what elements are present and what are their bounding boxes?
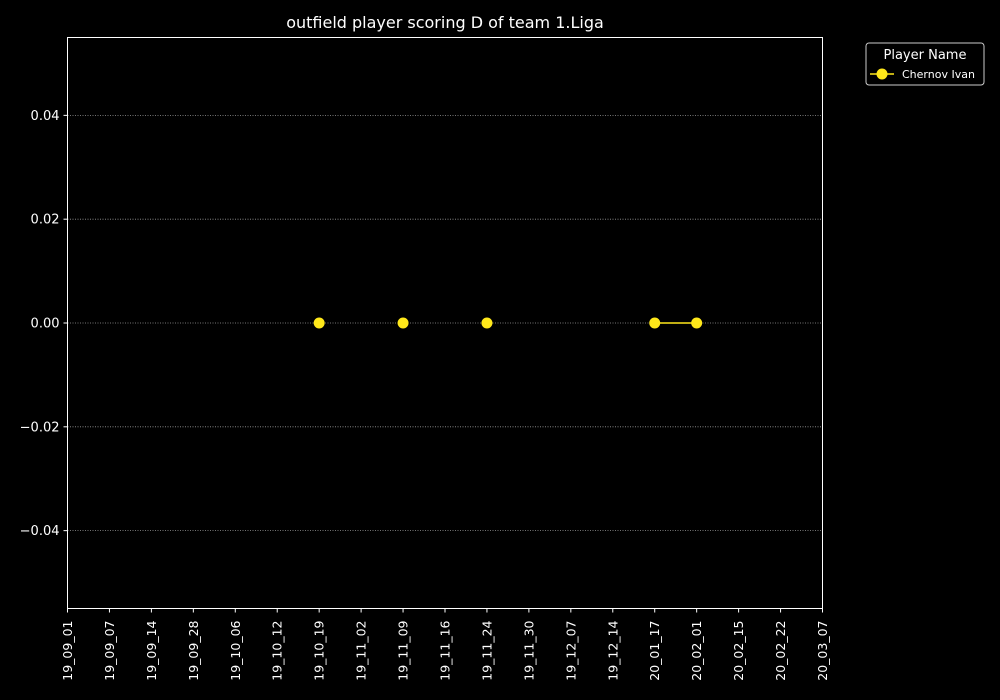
x-tick-label: 19_11_30	[521, 620, 536, 680]
y-axis: −0.04 −0.02 0.00 0.02 0.04	[20, 109, 68, 539]
x-tick-label: 19_10_12	[270, 621, 285, 681]
x-tick-label: 20_02_01	[689, 621, 704, 681]
data-point	[649, 317, 661, 329]
y-tick-label: −0.02	[20, 420, 60, 435]
data-point	[313, 317, 325, 329]
x-axis: 19_09_01 19_09_07 19_09_14 19_09_28 19_10_06…	[60, 608, 830, 681]
x-tick-label: 20_01_17	[647, 621, 662, 681]
x-tick-label: 19_11_02	[354, 621, 369, 681]
legend-title: Player Name	[884, 48, 967, 63]
x-tick-label: 20_02_15	[731, 621, 746, 681]
data-point	[481, 317, 493, 329]
chart-title: outfield player scoring D of team 1.Liga	[286, 13, 604, 32]
x-tick-label: 19_12_07	[563, 621, 578, 681]
legend-box	[865, 42, 985, 86]
x-tick-label: 19_11_09	[396, 620, 411, 680]
x-tick-label: 19_12_14	[605, 620, 620, 680]
legend-entry-label: Chernov Ivan	[902, 68, 975, 81]
x-tick-label: 19_09_07	[102, 621, 117, 681]
data-point	[397, 317, 409, 329]
y-tick-label: 0.02	[31, 213, 60, 228]
x-tick-label: 19_10_19	[312, 620, 327, 680]
legend-marker	[876, 68, 888, 80]
y-tick-label: −0.04	[20, 524, 60, 539]
x-tick-label: 19_10_06	[228, 620, 243, 680]
x-tick-label: 19_09_14	[144, 620, 159, 680]
x-tick-label: 19_11_24	[479, 620, 494, 680]
x-tick-label: 19_11_16	[438, 620, 453, 680]
y-tick-label: 0.00	[31, 317, 60, 332]
x-tick-label: 19_09_28	[186, 620, 201, 680]
x-tick-label: 20_02_22	[773, 621, 788, 681]
y-tick-label: 0.04	[31, 109, 60, 124]
x-tick-label: 19_09_01	[60, 621, 75, 681]
series-layer	[313, 317, 703, 329]
legend: Player Name Chernov Ivan	[865, 42, 985, 86]
grid	[67, 114, 823, 532]
data-point	[691, 317, 703, 329]
x-tick-label: 20_03_07	[815, 621, 830, 681]
